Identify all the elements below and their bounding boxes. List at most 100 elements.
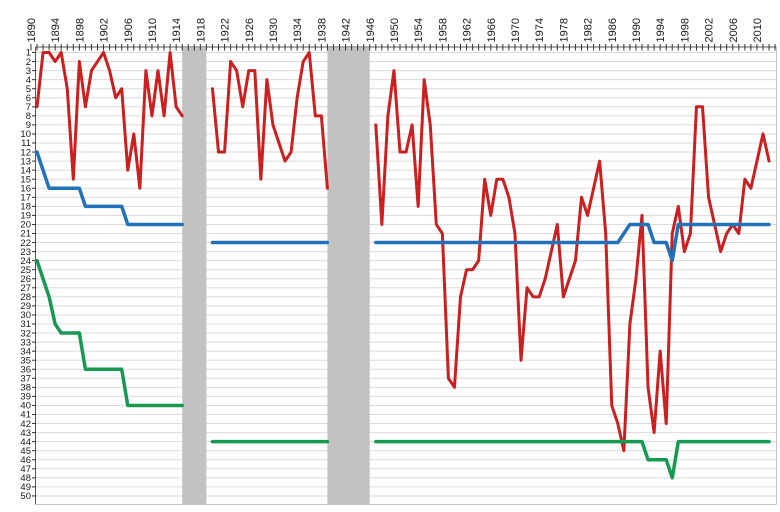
x-axis-label: 1978	[558, 18, 570, 42]
y-axis-label: 30	[20, 310, 31, 321]
y-axis-label: 36	[20, 364, 31, 375]
series-green-segment	[35, 258, 184, 408]
y-axis-label: 35	[20, 355, 31, 366]
y-axis-label: 43	[20, 428, 31, 439]
y-axis-ticks	[32, 52, 36, 497]
x-axis-label: 1950	[389, 18, 401, 42]
y-axis-label: 8	[26, 111, 31, 122]
x-axis-label: 1902	[99, 18, 111, 42]
y-axis-label: 6	[26, 93, 31, 104]
war-gap-bands	[182, 48, 370, 505]
y-axis-label: 50	[20, 491, 31, 502]
y-axis-label: 38	[20, 383, 31, 394]
series-blue	[35, 150, 771, 263]
y-axis-label: 49	[20, 482, 31, 493]
y-axis-label: 45	[20, 446, 31, 457]
x-axis-label: 2006	[728, 18, 740, 42]
y-axis-label: 16	[20, 183, 31, 194]
x-axis-label: 1938	[316, 18, 328, 42]
y-axis-label: 4	[26, 75, 31, 86]
y-axis-label: 44	[20, 437, 31, 448]
x-axis-label: 1926	[244, 18, 256, 42]
y-axis-label: 15	[20, 174, 31, 185]
x-axis-label: 1906	[123, 18, 135, 42]
y-axis-label: 40	[20, 401, 31, 412]
gridlines	[35, 52, 777, 497]
x-axis-label: 2010	[752, 18, 764, 42]
y-axis-label: 9	[26, 120, 31, 131]
y-axis-label: 32	[20, 328, 31, 339]
x-axis-label: 1946	[365, 18, 377, 42]
x-axis-label: 1990	[631, 18, 643, 42]
series-red	[35, 51, 771, 453]
y-axis-label: 37	[20, 374, 31, 385]
y-axis-label: 12	[20, 147, 31, 158]
x-axis-label: 1914	[171, 18, 183, 42]
y-axis-label: 48	[20, 473, 31, 484]
y-axis-label: 10	[20, 129, 31, 140]
y-axis-label: 34	[20, 346, 31, 357]
y-axis-label: 23	[20, 247, 31, 258]
y-axis-label: 46	[20, 455, 31, 466]
y-axis-label: 1	[26, 48, 31, 59]
y-axis-label: 31	[20, 319, 31, 330]
x-axis-label: 1918	[195, 18, 207, 42]
x-axis-label: 1982	[583, 18, 595, 42]
y-axis-label: 19	[20, 211, 31, 222]
x-axis-label: 2002	[704, 18, 716, 42]
x-axis-label: 1942	[341, 18, 353, 42]
series-green	[35, 258, 771, 480]
series-green-segment	[374, 439, 771, 480]
series-blue-segment	[374, 222, 771, 263]
y-axis-label: 39	[20, 392, 31, 403]
x-axis-label: 1930	[268, 18, 280, 42]
war-gap-band	[182, 48, 207, 505]
y-axis-label: 24	[20, 256, 31, 267]
series-red-segment	[210, 51, 329, 190]
y-axis-label: 28	[20, 292, 31, 303]
x-axis-label: 1986	[607, 18, 619, 42]
x-axis-label: 1994	[655, 18, 667, 42]
x-axis-label: 1894	[50, 18, 62, 42]
x-axis-label: 1962	[462, 18, 474, 42]
y-axis-label: 5	[26, 84, 31, 95]
series-red-segment	[374, 69, 771, 453]
x-axis-label: 1954	[413, 18, 425, 42]
y-axis-label: 25	[20, 265, 31, 276]
y-axis-label: 7	[26, 102, 31, 113]
series-blue-segment	[35, 150, 184, 227]
y-axis-label: 14	[20, 165, 31, 176]
y-axis-label: 11	[21, 138, 31, 149]
x-axis-label: 1934	[292, 18, 304, 42]
y-axis-label: 41	[20, 410, 31, 421]
x-axis-label: 1922	[220, 18, 232, 42]
y-axis-label: 47	[20, 464, 31, 475]
x-axis-ticks	[30, 44, 776, 51]
y-axis-label: 42	[20, 419, 31, 430]
y-axis-label: 20	[20, 220, 31, 231]
y-axis-label: 3	[26, 66, 31, 77]
x-axis-label: 1958	[437, 18, 449, 42]
x-axis-label: 1966	[486, 18, 498, 42]
x-axis-label: 1970	[510, 18, 522, 42]
y-axis-label: 33	[20, 337, 31, 348]
y-axis-label: 27	[20, 283, 31, 294]
x-axis-label: 1898	[74, 18, 86, 42]
x-axis-labels: 1890 1894 1898 1902 1906 1910 1914 1918 1922 1926…	[26, 18, 764, 42]
y-axis-label: 29	[20, 301, 31, 312]
y-axis-labels: 1234567891011121314151617181920212223242…	[20, 48, 31, 502]
series-red-segment	[35, 51, 184, 190]
x-axis-label: 1998	[679, 18, 691, 42]
y-axis-label: 26	[20, 274, 31, 285]
y-axis-label: 2	[26, 57, 31, 68]
y-axis-label: 22	[20, 238, 31, 249]
y-axis-label: 18	[20, 202, 31, 213]
x-axis-label: 1890	[26, 18, 38, 42]
y-axis-label: 21	[20, 229, 31, 240]
x-axis-label: 1910	[147, 18, 159, 42]
y-axis-label: 13	[20, 156, 31, 167]
x-axis-label: 1974	[534, 18, 546, 42]
